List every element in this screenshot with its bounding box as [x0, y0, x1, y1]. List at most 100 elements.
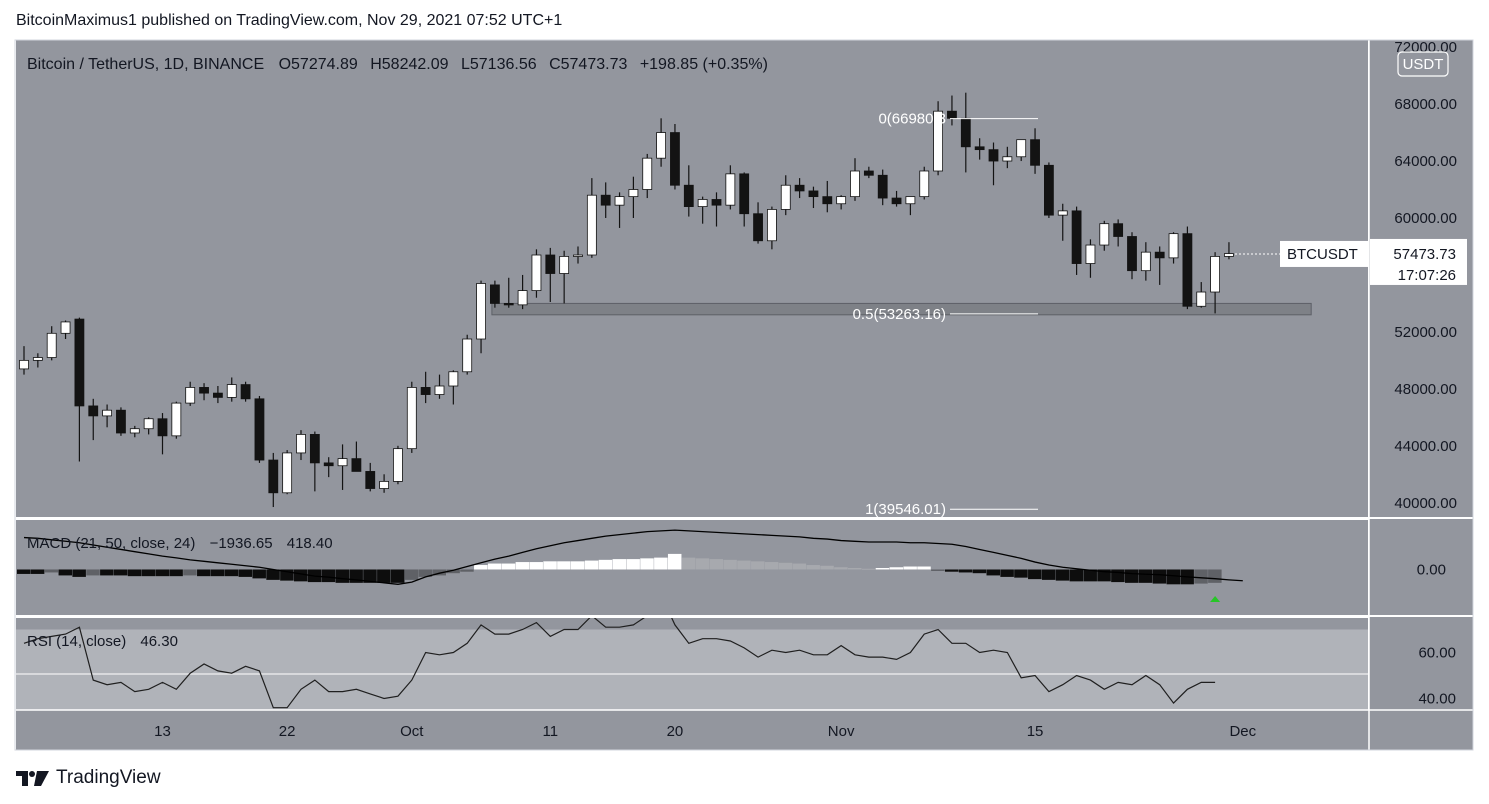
- candle-down[interactable]: [240, 384, 251, 400]
- candle-up[interactable]: [185, 387, 196, 404]
- candle-down[interactable]: [268, 459, 279, 494]
- candle-down[interactable]: [739, 173, 750, 215]
- candle-up[interactable]: [448, 371, 459, 387]
- candles-series[interactable]: [19, 92, 1234, 508]
- candle-down[interactable]: [323, 462, 334, 467]
- candle-up[interactable]: [1196, 291, 1207, 307]
- candle-up[interactable]: [767, 209, 777, 242]
- macd-indicator[interactable]: 0.00: [17, 529, 1446, 602]
- last-price-label[interactable]: BTCUSDT 57473.73 17:07:26: [1235, 238, 1467, 285]
- candle-down[interactable]: [365, 471, 376, 489]
- candle-up[interactable]: [1168, 233, 1179, 259]
- fib-retracement[interactable]: 0(66980.3 0.5(53263.16) 1(39546.01): [853, 111, 1038, 519]
- candle-up[interactable]: [1140, 251, 1151, 272]
- candle-down[interactable]: [351, 458, 362, 472]
- tradingview-logo[interactable]: TradingView: [16, 766, 161, 790]
- ohlc-legend[interactable]: Bitcoin / TetherUS, 1D, BINANCE O57274.8…: [27, 56, 768, 73]
- candle-down[interactable]: [974, 146, 985, 151]
- candle-up[interactable]: [1002, 156, 1013, 162]
- candle-down[interactable]: [254, 398, 265, 461]
- candle-down[interactable]: [863, 170, 874, 176]
- candle-up[interactable]: [1016, 139, 1027, 158]
- candle-down[interactable]: [157, 418, 168, 437]
- candle-up[interactable]: [697, 199, 708, 207]
- price-axis[interactable]: 72000.0068000.0064000.0060000.0052000.00…: [1394, 39, 1457, 512]
- candle-up[interactable]: [32, 357, 43, 361]
- macd-legend[interactable]: MACD (21, 50, close, 24) −1936.65 418.40: [27, 535, 333, 552]
- candle-down[interactable]: [1030, 139, 1040, 166]
- candle-up[interactable]: [143, 418, 154, 430]
- candle-down[interactable]: [960, 117, 971, 148]
- candle-down[interactable]: [753, 213, 763, 242]
- candle-down[interactable]: [420, 387, 431, 395]
- candle-up[interactable]: [933, 110, 943, 172]
- candle-down[interactable]: [1127, 236, 1137, 272]
- candle-up[interactable]: [462, 338, 473, 373]
- candle-down[interactable]: [199, 387, 209, 394]
- candle-down[interactable]: [808, 190, 819, 198]
- candle-down[interactable]: [822, 196, 833, 205]
- candle-up[interactable]: [628, 189, 639, 198]
- candle-up[interactable]: [836, 196, 847, 205]
- candle-down[interactable]: [711, 199, 722, 206]
- candle-down[interactable]: [683, 184, 694, 207]
- candle-down[interactable]: [1154, 251, 1165, 259]
- candle-up[interactable]: [850, 170, 860, 198]
- candle-up[interactable]: [102, 409, 112, 417]
- candle-up[interactable]: [656, 132, 666, 159]
- candle-up[interactable]: [171, 402, 182, 437]
- candle-up[interactable]: [1224, 253, 1234, 257]
- candle-up[interactable]: [226, 384, 237, 398]
- candle-down[interactable]: [877, 174, 888, 199]
- candle-down[interactable]: [212, 392, 223, 398]
- candle-up[interactable]: [60, 321, 71, 334]
- candle-up[interactable]: [1099, 223, 1110, 246]
- candle-down[interactable]: [891, 197, 902, 205]
- candle-up[interactable]: [780, 184, 791, 210]
- candle-up[interactable]: [393, 448, 403, 482]
- candle-up[interactable]: [559, 256, 570, 274]
- candle-down[interactable]: [1071, 210, 1082, 264]
- candle-up[interactable]: [1085, 244, 1096, 264]
- candle-up[interactable]: [296, 434, 306, 454]
- currency-badge[interactable]: [1397, 51, 1449, 77]
- candle-down[interactable]: [503, 303, 514, 306]
- time-axis[interactable]: 13 22 Oct 11 20 Nov 15 Dec: [154, 723, 1256, 740]
- candle-down[interactable]: [545, 254, 556, 274]
- candle-down[interactable]: [794, 184, 805, 192]
- candle-up[interactable]: [129, 428, 140, 434]
- candle-up[interactable]: [919, 170, 930, 198]
- candle-up[interactable]: [517, 290, 528, 306]
- candle-down[interactable]: [600, 194, 611, 206]
- candle-up[interactable]: [586, 194, 597, 256]
- candle-up[interactable]: [1210, 256, 1220, 293]
- candle-up[interactable]: [434, 385, 445, 395]
- candle-down[interactable]: [74, 318, 85, 407]
- candle-up[interactable]: [282, 452, 293, 494]
- candle-down[interactable]: [1182, 233, 1193, 307]
- candle-up[interactable]: [573, 254, 583, 257]
- candle-down[interactable]: [88, 405, 99, 417]
- candle-up[interactable]: [642, 157, 653, 190]
- candle-down[interactable]: [489, 284, 500, 304]
- candle-up[interactable]: [46, 332, 57, 358]
- rsi-indicator[interactable]: 60.00 40.00: [23, 595, 1456, 709]
- candle-down[interactable]: [1113, 223, 1124, 237]
- candle-down[interactable]: [309, 434, 320, 464]
- candle-up[interactable]: [337, 458, 348, 467]
- candle-down[interactable]: [988, 149, 999, 162]
- support-zone[interactable]: [491, 302, 1312, 316]
- candle-up[interactable]: [614, 196, 625, 206]
- candle-up[interactable]: [379, 481, 390, 489]
- candle-up[interactable]: [19, 359, 29, 370]
- candle-up[interactable]: [476, 283, 486, 340]
- candle-up[interactable]: [531, 254, 542, 292]
- candle-down[interactable]: [1044, 164, 1054, 216]
- candle-up[interactable]: [905, 196, 916, 205]
- rsi-line[interactable]: [23, 595, 1216, 709]
- candle-up[interactable]: [406, 387, 417, 450]
- macd-line[interactable]: [23, 529, 1243, 585]
- candle-up[interactable]: [1057, 210, 1068, 216]
- candle-up[interactable]: [725, 173, 736, 206]
